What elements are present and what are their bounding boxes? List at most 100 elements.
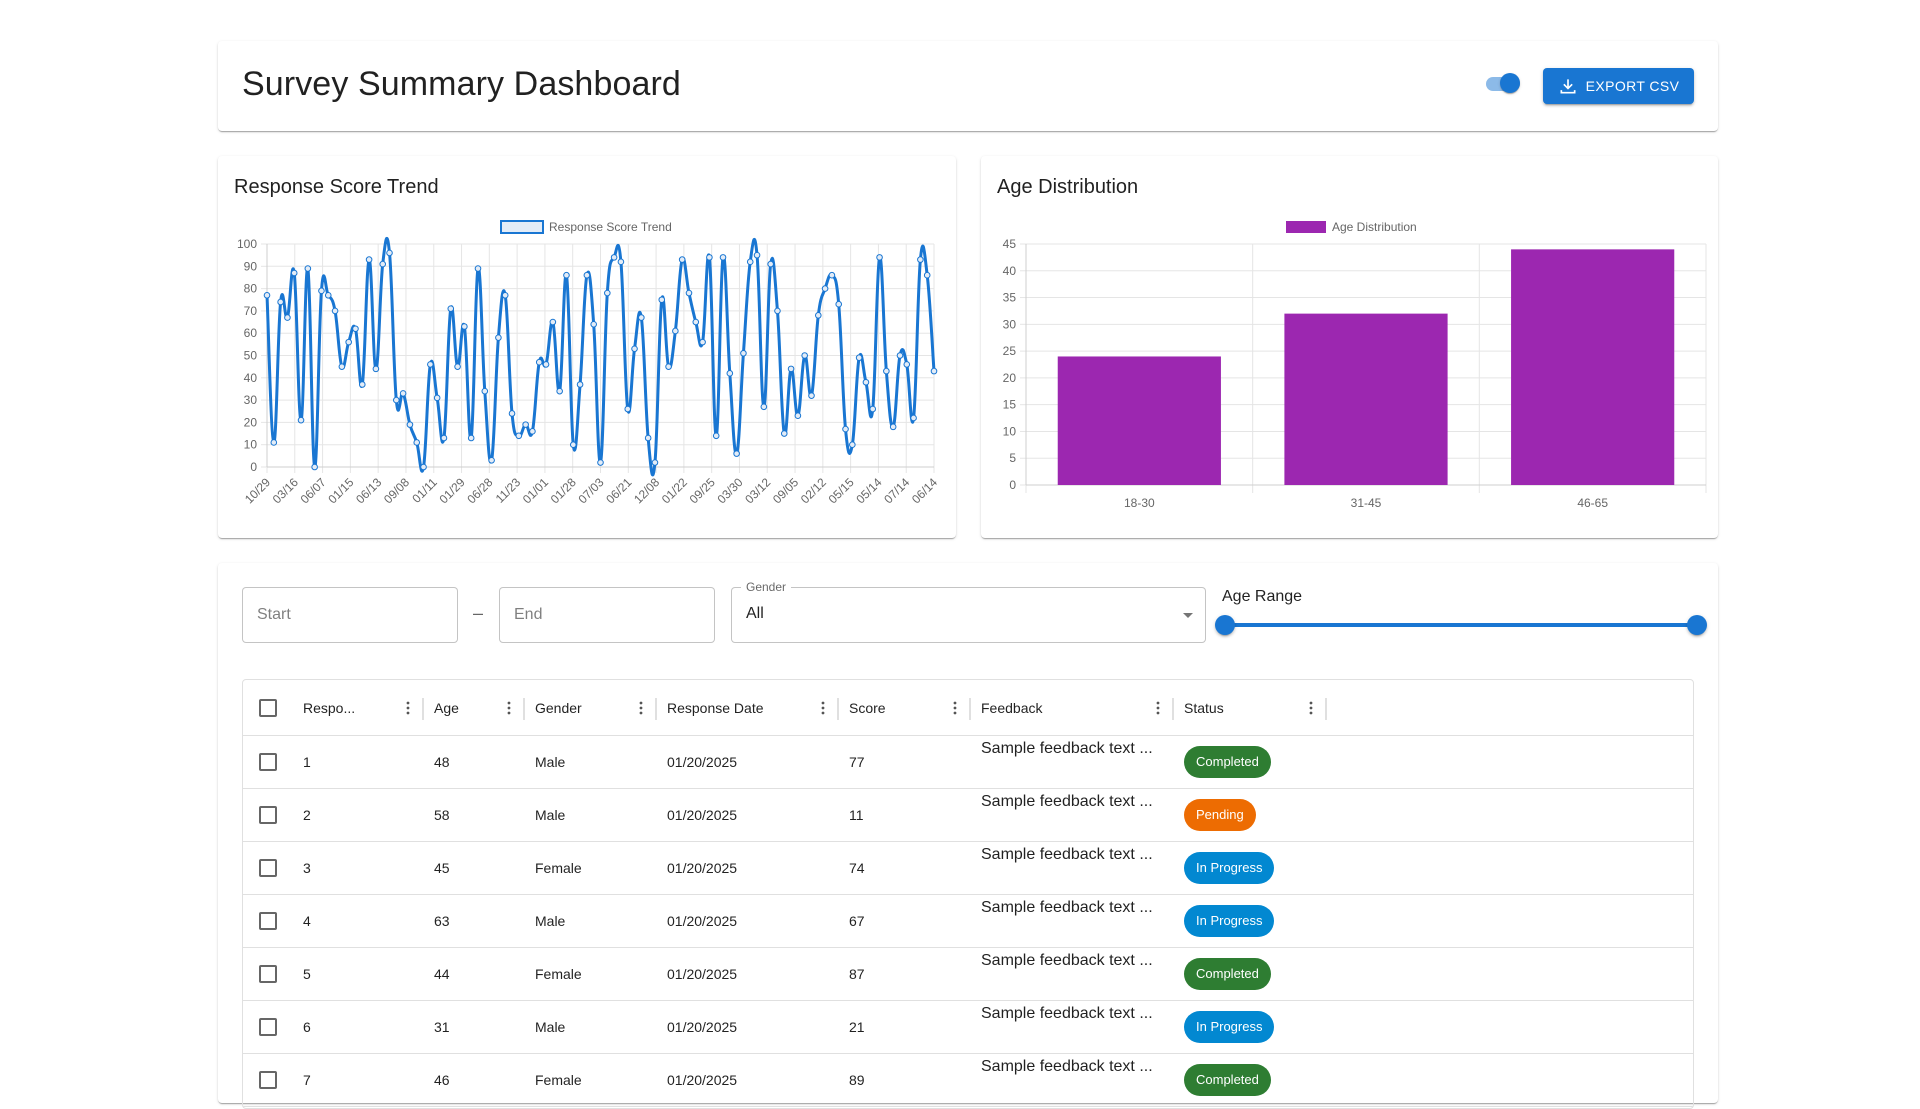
data-point	[284, 314, 291, 321]
table-row[interactable]: 3 45 Female 01/20/2025 74 Sample feedbac…	[243, 842, 1693, 895]
column-separator[interactable]	[1325, 698, 1327, 720]
start-date-field[interactable]	[242, 587, 458, 643]
column-header-gender[interactable]: Gender	[525, 680, 657, 735]
kebab-menu-icon[interactable]	[501, 700, 517, 716]
cell-response-id: 4	[303, 913, 311, 929]
data-point	[876, 254, 883, 261]
cell-age: 44	[434, 966, 450, 982]
kebab-menu-icon[interactable]	[947, 700, 963, 716]
data-point	[849, 441, 856, 449]
data-point	[699, 338, 706, 346]
x-tick-label: 06/07	[298, 475, 329, 506]
data-point	[535, 358, 543, 366]
column-header-status[interactable]: Status	[1174, 680, 1327, 735]
data-point	[467, 434, 475, 442]
column-header-age[interactable]: Age	[424, 680, 525, 735]
column-title: Score	[849, 699, 886, 716]
row-checkbox[interactable]	[259, 912, 277, 930]
kebab-menu-icon[interactable]	[1150, 700, 1166, 716]
column-separator[interactable]	[969, 698, 971, 720]
responses-table: Respo... Age Gender Response Date Score	[242, 679, 1694, 1109]
cell-feedback: Sample feedback text ...	[981, 1058, 1153, 1075]
column-header-response-date[interactable]: Response Date	[657, 680, 839, 735]
theme-toggle-switch[interactable]	[1480, 65, 1526, 103]
row-select-cell	[243, 842, 293, 894]
data-point	[917, 256, 924, 263]
x-tick-label: 03/16	[270, 475, 301, 506]
row-checkbox[interactable]	[259, 1071, 277, 1089]
row-select-cell	[243, 789, 293, 841]
kebab-menu-icon[interactable]	[1303, 700, 1319, 716]
select-all-checkbox[interactable]	[259, 698, 277, 717]
data-point	[590, 320, 597, 328]
table-row[interactable]: 5 44 Female 01/20/2025 87 Sample feedbac…	[243, 948, 1693, 1001]
data-point	[569, 441, 577, 449]
switch-thumb[interactable]	[1500, 73, 1520, 93]
column-separator[interactable]	[523, 698, 525, 720]
column-separator[interactable]	[1172, 698, 1174, 720]
kebab-menu-icon[interactable]	[815, 700, 831, 716]
end-date-field[interactable]	[499, 587, 715, 643]
data-point	[318, 287, 325, 295]
table-row[interactable]: 6 31 Male 01/20/2025 21 Sample feedback …	[243, 1001, 1693, 1054]
cell-age: 46	[434, 1072, 450, 1088]
row-checkbox[interactable]	[259, 1018, 277, 1036]
cell-feedback: Sample feedback text ...	[981, 952, 1153, 969]
end-date-input[interactable]	[500, 588, 714, 642]
x-tick-label: 10/29	[242, 475, 273, 506]
kebab-menu-icon[interactable]	[633, 700, 649, 716]
data-point	[529, 428, 536, 435]
column-separator[interactable]	[837, 698, 839, 720]
data-point	[719, 254, 727, 261]
data-point	[746, 258, 754, 266]
cell-score: 11	[849, 807, 864, 823]
x-tick-label: 01/29	[437, 475, 468, 506]
x-tick-label: 07/14	[881, 475, 912, 506]
gender-select[interactable]: Gender All	[731, 580, 1206, 643]
cell-response-date: 01/20/2025	[667, 860, 738, 876]
column-separator[interactable]	[655, 698, 657, 720]
x-tick-label: 01/11	[409, 475, 440, 506]
data-point	[780, 430, 788, 437]
age-range-slider[interactable]	[1215, 605, 1707, 645]
column-title: Feedback	[981, 699, 1043, 716]
column-separator[interactable]	[422, 698, 424, 720]
cell-response-date: 01/20/2025	[667, 807, 738, 823]
table-row[interactable]: 1 48 Male 01/20/2025 77 Sample feedback …	[243, 736, 1693, 789]
download-icon	[1560, 79, 1576, 94]
x-tick-label: 09/08	[381, 475, 412, 506]
legend-label: Age Distribution	[1332, 220, 1417, 234]
row-checkbox[interactable]	[259, 753, 277, 771]
slider-max-thumb[interactable]	[1687, 615, 1707, 635]
data-point	[290, 269, 298, 277]
table-row[interactable]: 7 46 Female 01/20/2025 89 Sample feedbac…	[243, 1054, 1693, 1107]
row-checkbox[interactable]	[259, 965, 277, 983]
cell-age: 63	[434, 913, 450, 929]
cell-status: Completed	[1174, 948, 1327, 1000]
column-header-feedback[interactable]: Feedback	[971, 680, 1174, 735]
y-tick-label: 0	[250, 460, 257, 474]
data-point	[488, 457, 495, 464]
start-date-input[interactable]	[243, 588, 457, 642]
column-header-score[interactable]: Score	[839, 680, 971, 735]
age-card-title: Age Distribution	[997, 176, 1139, 198]
y-tick-label: 10	[1003, 424, 1017, 438]
row-checkbox[interactable]	[259, 806, 277, 824]
x-tick-label: 05/14	[853, 475, 884, 506]
data-point	[835, 300, 843, 308]
data-point	[923, 271, 931, 279]
column-title: Response Date	[667, 699, 764, 716]
table-row[interactable]: 4 63 Male 01/20/2025 67 Sample feedback …	[243, 895, 1693, 948]
kebab-menu-icon[interactable]	[400, 700, 416, 716]
data-point	[522, 421, 529, 428]
slider-min-thumb[interactable]	[1215, 615, 1235, 635]
table-row[interactable]: 2 58 Male 01/20/2025 11 Sample feedback …	[243, 789, 1693, 842]
data-point	[427, 361, 434, 368]
column-title: Gender	[535, 699, 582, 716]
data-point	[658, 296, 666, 304]
data-point	[753, 251, 761, 259]
export-csv-button[interactable]: EXPORT CSV	[1543, 68, 1694, 104]
row-checkbox[interactable]	[259, 859, 277, 877]
column-header-response-id[interactable]: Respo...	[293, 680, 424, 735]
data-point	[576, 381, 584, 388]
